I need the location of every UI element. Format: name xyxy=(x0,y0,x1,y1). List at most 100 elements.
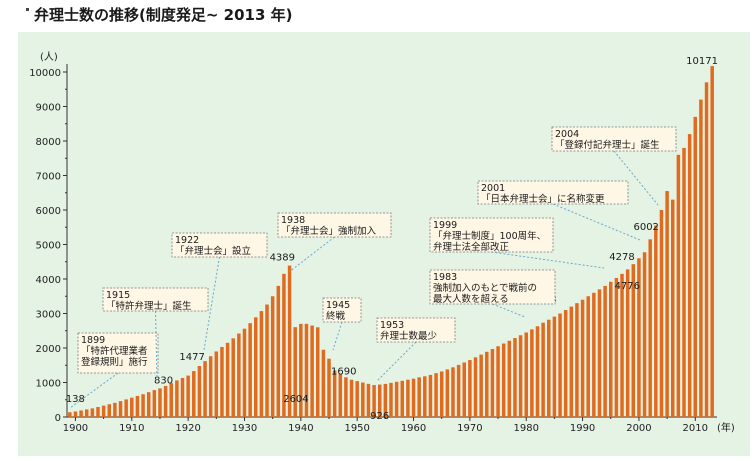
x-tick-label: 1940 xyxy=(288,423,313,434)
bar-2003 xyxy=(654,225,658,417)
bar-2007 xyxy=(676,154,681,418)
bar-1919 xyxy=(180,378,185,417)
annotation-text-1983-1: 強制加入のもとで戦前の xyxy=(433,282,537,294)
data-label-1939: 2604 xyxy=(283,394,308,405)
bar-2005 xyxy=(665,191,669,417)
annotation-text-1938-0: 1938 xyxy=(281,215,305,226)
bar-1964 xyxy=(434,373,438,417)
bar-1963 xyxy=(428,374,433,417)
bar-1950 xyxy=(355,381,359,417)
bar-1948 xyxy=(344,377,348,417)
bar-1954 xyxy=(377,384,382,417)
bar-1949 xyxy=(349,379,354,417)
bar-1930 xyxy=(242,328,247,417)
annotation-text-1922-1: 「弁理士会」設立 xyxy=(175,245,251,257)
bullet-mark xyxy=(26,8,29,11)
bar-1939 xyxy=(293,327,297,417)
y-tick-label: 2000 xyxy=(36,344,61,355)
leader-line-1899 xyxy=(69,372,119,409)
annotation-text-1945-1: 終戦 xyxy=(326,310,346,322)
annotation-text-1953-1: 弁理士数最少 xyxy=(380,330,438,342)
bar-1957 xyxy=(394,381,399,417)
y-axis-unit-label: (人) xyxy=(40,51,58,63)
y-tick-label: 10000 xyxy=(29,68,61,79)
annotation-text-1915-1: 「特許弁理士」誕生 xyxy=(106,300,192,312)
annotation-text-1983-0: 1983 xyxy=(433,272,457,283)
annotation-box-1915 xyxy=(102,287,209,312)
data-label-1945: 1690 xyxy=(331,367,356,378)
bar-1916 xyxy=(163,385,168,417)
bar-2011 xyxy=(699,99,703,417)
y-tick-label: 1000 xyxy=(36,379,61,390)
bar-1917 xyxy=(169,383,173,417)
bar-1946 xyxy=(332,370,337,417)
annotation-box-1922 xyxy=(171,232,268,258)
annotation-text-1922-0: 1922 xyxy=(175,235,199,246)
bar-1985 xyxy=(552,316,557,417)
bar-1968 xyxy=(456,364,461,417)
bar-1997 xyxy=(620,273,624,417)
bar-1996 xyxy=(614,277,619,417)
bar-2010 xyxy=(693,116,698,417)
bar-1970 xyxy=(468,360,472,417)
bar-2002 xyxy=(648,239,652,417)
leader-line-1983 xyxy=(492,303,526,318)
bar-2000 xyxy=(637,258,641,417)
bar-1962 xyxy=(423,376,427,417)
bar-1940 xyxy=(299,323,303,417)
bar-1928 xyxy=(231,338,235,417)
bar-1981 xyxy=(530,329,534,417)
bar-1973 xyxy=(485,351,489,417)
annotation-text-1983-2: 最大人数を超える xyxy=(433,293,509,305)
bar-1910 xyxy=(130,397,134,417)
bar-1992 xyxy=(592,292,596,417)
x-tick-label: 1950 xyxy=(344,423,369,434)
bar-1990 xyxy=(580,299,585,417)
annotation-box-2004 xyxy=(551,126,677,152)
annotation-text-1945-0: 1945 xyxy=(326,300,350,311)
bar-2004 xyxy=(659,209,664,417)
bar-1918 xyxy=(175,380,179,417)
bar-1914 xyxy=(152,390,157,417)
y-tick-label: 3000 xyxy=(36,310,61,321)
annotation-text-1999-1: 「弁理士制度」100周年、 xyxy=(433,230,546,242)
leader-line-1938 xyxy=(288,236,335,273)
bar-1995 xyxy=(609,281,613,417)
x-tick-label: 1990 xyxy=(570,423,595,434)
annotation-box-1953 xyxy=(376,317,456,343)
data-label-1915: 830 xyxy=(154,375,173,386)
bar-1912 xyxy=(141,394,145,417)
bar-1976 xyxy=(501,343,506,417)
bar-1935 xyxy=(270,296,275,417)
annotation-text-1899-1: 「特許代理業者 xyxy=(81,345,148,357)
bar-1931 xyxy=(248,323,252,417)
bar-1906 xyxy=(107,404,111,417)
y-tick-label: 0 xyxy=(55,413,61,424)
bar-1923 xyxy=(203,361,207,417)
bar-1977 xyxy=(507,340,512,417)
bar-2009 xyxy=(687,134,692,417)
annotation-box-1945 xyxy=(322,297,362,323)
bar-1941 xyxy=(304,323,309,417)
x-tick-label: 1980 xyxy=(514,423,539,434)
page-title: 弁理士数の推移(制度発足~ 2013 年) xyxy=(34,6,293,24)
bar-1905 xyxy=(101,405,106,417)
bar-1903 xyxy=(90,408,95,418)
annotation-text-1899-2: 登録規則」施行 xyxy=(81,356,148,368)
bar-1945 xyxy=(327,358,331,417)
x-tick-label: 2010 xyxy=(683,423,708,434)
bar-1953 xyxy=(372,385,376,417)
annotation-box-2001 xyxy=(477,180,629,205)
leader-line-1999 xyxy=(491,251,605,269)
annotation-text-1999-0: 1999 xyxy=(433,220,457,231)
bar-1960 xyxy=(411,378,416,417)
bar-1904 xyxy=(96,407,100,417)
bar-1987 xyxy=(563,310,568,417)
x-tick-label: 1910 xyxy=(119,423,144,434)
bar-1932 xyxy=(254,317,258,417)
leader-line-1953 xyxy=(376,341,417,382)
bar-1927 xyxy=(225,342,230,417)
bar-1999 xyxy=(631,264,636,417)
bar-1944 xyxy=(321,349,326,417)
